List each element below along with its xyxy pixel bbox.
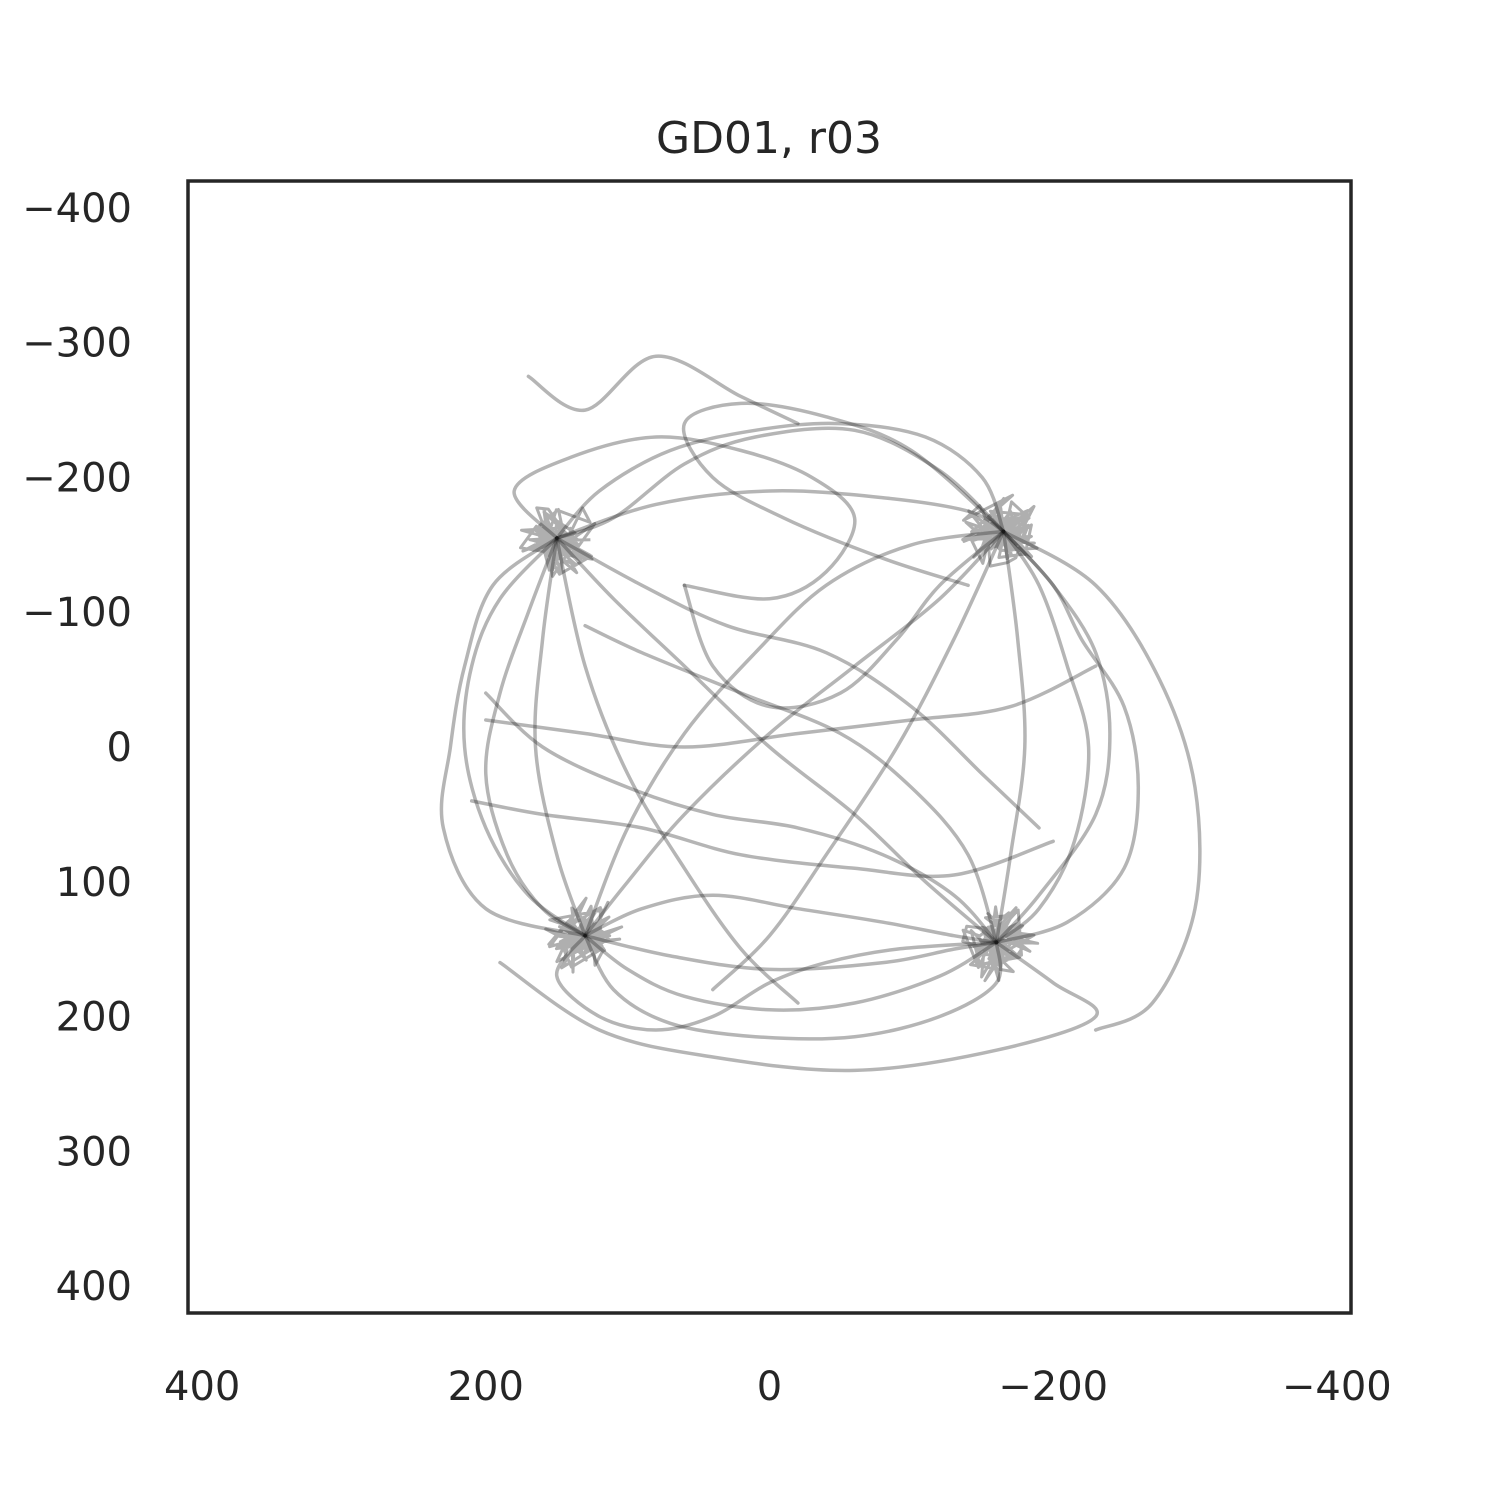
- trajectory-trace-21: [555, 536, 800, 1005]
- plot-frame: [186, 179, 1353, 1315]
- y-tick-label: 300: [56, 1129, 132, 1175]
- trajectory-trace-3: [583, 933, 999, 1012]
- trajectory-trace-16: [583, 529, 1006, 938]
- trajectory-trace-14: [439, 536, 587, 938]
- hotspot-clusters: [519, 493, 1040, 983]
- trajectory-trace-11: [526, 354, 800, 426]
- trajectory-trace-29: [483, 536, 587, 938]
- y-tick-label: 200: [56, 995, 132, 1041]
- trajectory-trace-26: [682, 529, 1006, 710]
- trajectory-trace-13: [1001, 529, 1202, 1032]
- trajectory-trace-4: [462, 536, 587, 938]
- trajectory-trace-1: [555, 426, 1006, 540]
- y-tick-label: 100: [56, 860, 132, 906]
- trajectory-trace-32: [994, 529, 1112, 945]
- trajectory-trace-2: [994, 529, 1091, 945]
- x-tick-label: 200: [448, 1364, 524, 1410]
- trajectory-trace-28: [484, 691, 999, 945]
- trajectory-traces: [439, 354, 1202, 1073]
- trajectory-trace-10: [994, 529, 1027, 945]
- trajectory-trace-5: [555, 536, 999, 945]
- y-tick-label: 0: [107, 725, 132, 771]
- x-axis: 400 200 0 −200 −400: [164, 1364, 1392, 1410]
- x-tick-label: −200: [998, 1364, 1108, 1410]
- trajectory-trace-17: [555, 536, 1041, 830]
- y-axis: −400 −300 −200 −100 0 100 200 300 400: [22, 186, 132, 1310]
- trajectory-trace-19: [469, 799, 1055, 879]
- hotspot-cluster-3: [544, 896, 624, 974]
- y-tick-label: −100: [22, 590, 132, 636]
- trajectory-trace-15: [681, 401, 1006, 588]
- chart-title: GD01, r03: [656, 113, 882, 164]
- trajectory-trace-30: [555, 421, 1006, 540]
- trajectory-trace-9: [533, 536, 587, 938]
- trajectory-trace-24: [994, 529, 1141, 945]
- y-tick-label: −200: [22, 456, 132, 502]
- trajectory-trace-31: [583, 933, 1003, 1041]
- trajectory-trace-18: [583, 623, 999, 945]
- trajectory-trace-23: [555, 933, 999, 1032]
- x-tick-label: 0: [757, 1364, 782, 1410]
- hotspot-cluster-2: [961, 493, 1039, 568]
- x-tick-label: −400: [1282, 1364, 1392, 1410]
- trajectory-trace-22: [711, 529, 1006, 992]
- trajectory-trace-27: [583, 893, 999, 945]
- trajectory-trace-12: [498, 940, 1100, 1073]
- y-tick-label: −400: [22, 186, 132, 232]
- trajectory-trace-6: [583, 529, 1006, 938]
- trajectory-trace-20: [484, 664, 1098, 749]
- hotspot-cluster-1: [519, 506, 597, 578]
- x-tick-label: 400: [164, 1364, 240, 1410]
- trajectory-trace-7: [555, 489, 1006, 540]
- trajectory-trace-8: [583, 933, 999, 972]
- trajectory-trace-25: [512, 435, 857, 601]
- hotspot-cluster-4: [961, 905, 1040, 983]
- y-tick-label: 400: [56, 1264, 132, 1310]
- y-tick-label: −300: [22, 321, 132, 367]
